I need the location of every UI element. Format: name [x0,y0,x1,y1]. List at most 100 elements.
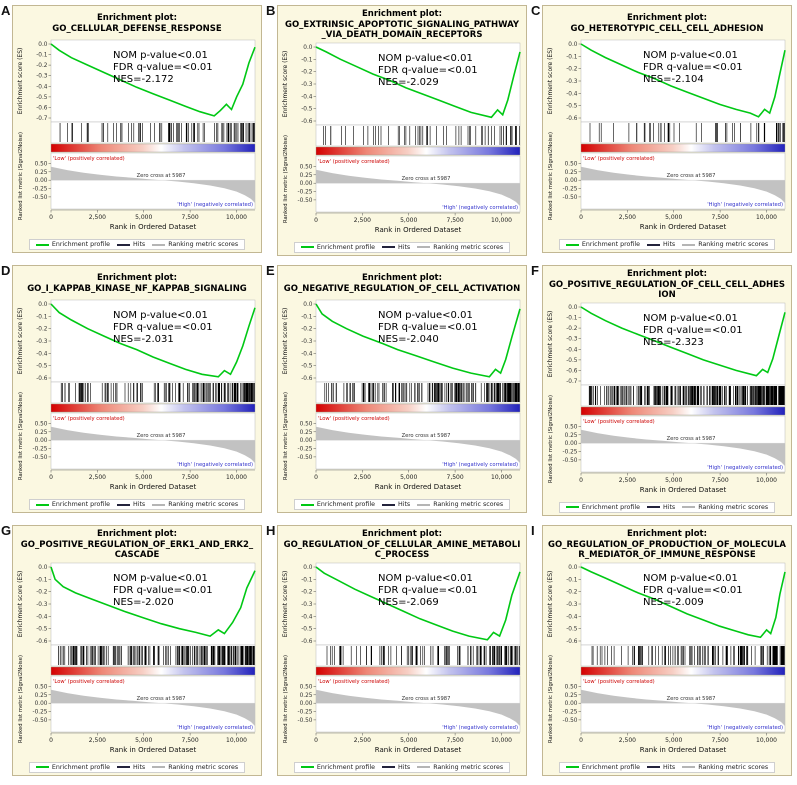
legend-item-hits: Hits [116,764,145,771]
legend-label: Hits [397,501,411,508]
ranking-metric-line-icon [152,503,166,506]
es-axis-tick-label: -0.3 [566,602,578,608]
es-axis-tick-label: 0.0 [303,45,313,51]
high-phenotype-label: 'High' (negatively correlated) [177,725,253,731]
metric-axis-title: Ranked list metric (Signal2Noise) [283,135,289,223]
metric-axis-tick-label: -0.50 [33,195,48,201]
nom-p-value: NOM p-value<0.01 [378,310,473,321]
es-axis-tick-label: -0.4 [566,91,578,97]
legend-item-hits: Hits [381,501,411,508]
low-phenotype-label: 'Low' (positively correlated) [318,159,390,165]
gene-set-name: GO_I_KAPPAB_KINASE_NF_KAPPAB_SIGNALING [27,283,247,294]
es-axis-title: Enrichment score (ES) [282,308,289,375]
gsea-panel: H Enrichment plot: GO_REGULATION_OF_CELL… [265,522,530,782]
metric-axis-tick-label: 0.25 [35,170,48,176]
ranked-metric-area [316,426,520,463]
x-axis-title: Rank in Ordered Dataset [640,486,727,494]
plot-legend: Enrichment profile Hits Ranking metric s… [28,761,246,773]
es-axis-tick-label: -0.6 [301,376,313,382]
low-phenotype-label: 'Low' (positively correlated) [318,679,390,685]
x-axis-title: Rank in Ordered Dataset [640,746,727,754]
x-axis-tick-label: 10,000 [226,214,247,221]
high-phenotype-label: 'High' (negatively correlated) [177,202,253,208]
es-axis-tick-label: -0.1 [36,53,48,59]
enrichment-profile-line-icon [300,503,314,506]
x-axis-tick-label: 7,500 [447,737,464,744]
hits-region [580,121,786,144]
panel-box: Enrichment plot: GO_I_KAPPAB_KINASE_NF_K… [12,265,262,513]
x-axis-tick-label: 0 [579,737,583,744]
fdr-q-value: FDR q-value=<0.01 [378,322,478,333]
es-region [50,39,256,123]
panel-box: Enrichment plot: GO_CELLULAR_DEFENSE_RES… [12,5,262,253]
rank-gradient-bar [50,403,256,413]
es-axis-title: Enrichment score (ES) [547,311,554,378]
x-axis-title: Rank in Ordered Dataset [110,483,197,491]
plot-legend: Enrichment profile Hits Ranking metric s… [293,761,511,773]
x-axis-tick-label: 7,500 [182,474,199,481]
gsea-panel: G Enrichment plot: GO_POSITIVE_REGULATIO… [0,522,265,782]
x-axis-tick-label: 0 [49,737,53,744]
gene-set-name: GO_POSITIVE_REGULATION_OF_CELL_CELL_ADHE… [548,279,786,301]
ranked-metric-area [316,689,520,726]
x-axis-tick-label: 5,000 [135,737,152,744]
legend-item-ranking-metric: Ranking metric scores [152,764,238,771]
x-axis-tick-label: 10,000 [226,737,247,744]
high-phenotype-label: 'High' (negatively correlated) [442,205,518,211]
es-axis-tick-label: -0.5 [566,627,578,633]
ranked-metric-area [316,169,520,206]
gene-set-name: GO_CELLULAR_DEFENSE_RESPONSE [52,23,222,34]
plot-title-prefix: Enrichment plot: [626,12,708,23]
gsea-panel: I Enrichment plot: GO_REGULATION_OF_PROD… [530,522,795,782]
metric-axis-tick-label: -0.50 [33,718,48,724]
enrichment-score-curve [315,303,521,378]
es-axis-tick-label: -0.3 [566,79,578,85]
legend-item-hits: Hits [381,763,411,771]
es-axis-tick-label: -0.5 [301,107,313,113]
plot-title-prefix: Enrichment plot: [96,12,178,23]
enrichment-score-curve [580,566,786,639]
legend-label: Ranking metric scores [698,241,769,248]
metric-axis-tick-label: 0.50 [300,164,313,170]
nes-value: NES=-2.104 [643,74,704,85]
x-axis-title: Rank in Ordered Dataset [110,746,197,754]
low-phenotype-label: 'Low' (positively correlated) [318,416,390,422]
x-axis-tick-label: 2,500 [89,737,106,744]
metric-axis-tick-label: 0.50 [300,421,313,427]
es-axis-title: Enrichment score (ES) [547,571,554,638]
legend-label: Enrichment profile [51,763,110,771]
legend-item-enrichment-profile: Enrichment profile [300,244,375,251]
metric-axis-tick-label: -0.25 [563,709,578,715]
es-axis-tick-label: -0.1 [566,315,578,321]
legend-label: Ranking metric scores [433,763,504,771]
x-axis-tick-label: 2,500 [354,474,371,481]
panel-letter: B [266,3,276,18]
es-region [315,562,521,646]
es-axis-tick-label: -0.5 [36,95,48,101]
enrichment-profile-line-icon [565,243,579,246]
x-axis-tick-label: 0 [49,214,53,221]
nes-value: NES=-2.031 [113,334,174,345]
plot-title-prefix: Enrichment plot: [361,9,443,19]
hit-marks [60,383,255,402]
metric-axis-tick-label: 0.50 [565,424,578,430]
plot-title: Enrichment plot: GO_I_KAPPAB_KINASE_NF_K… [15,268,259,298]
plot-title: Enrichment plot: GO_POSITIVE_REGULATION_… [545,268,789,301]
es-axis-tick-label: -0.4 [301,614,313,620]
x-axis-tick-label: 7,500 [712,737,729,744]
enrichment-profile-line-icon [565,766,579,769]
gene-set-name: GO_REGULATION_OF_CELLULAR_AMINE_METABOLI… [283,539,521,561]
legend-label: Hits [397,763,411,771]
legend-item-enrichment-profile: Enrichment profile [565,504,640,511]
metric-axis-tick-label: 0.25 [300,430,313,436]
legend-item-enrichment-profile: Enrichment profile [35,763,110,771]
es-axis-tick-label: -0.3 [36,339,48,345]
metric-axis-tick-label: -0.25 [33,447,48,453]
es-axis-tick-label: -0.2 [36,63,48,69]
plot-title: Enrichment plot: GO_NEGATIVE_REGULATION_… [280,268,524,298]
metric-axis-title: Ranked list metric (Signal2Noise) [548,655,554,743]
es-axis-tick-label: -0.6 [301,639,313,645]
es-axis-title: Enrichment score (ES) [282,571,289,638]
high-phenotype-label: 'High' (negatively correlated) [177,462,253,468]
es-axis-title: Enrichment score (ES) [17,308,24,375]
